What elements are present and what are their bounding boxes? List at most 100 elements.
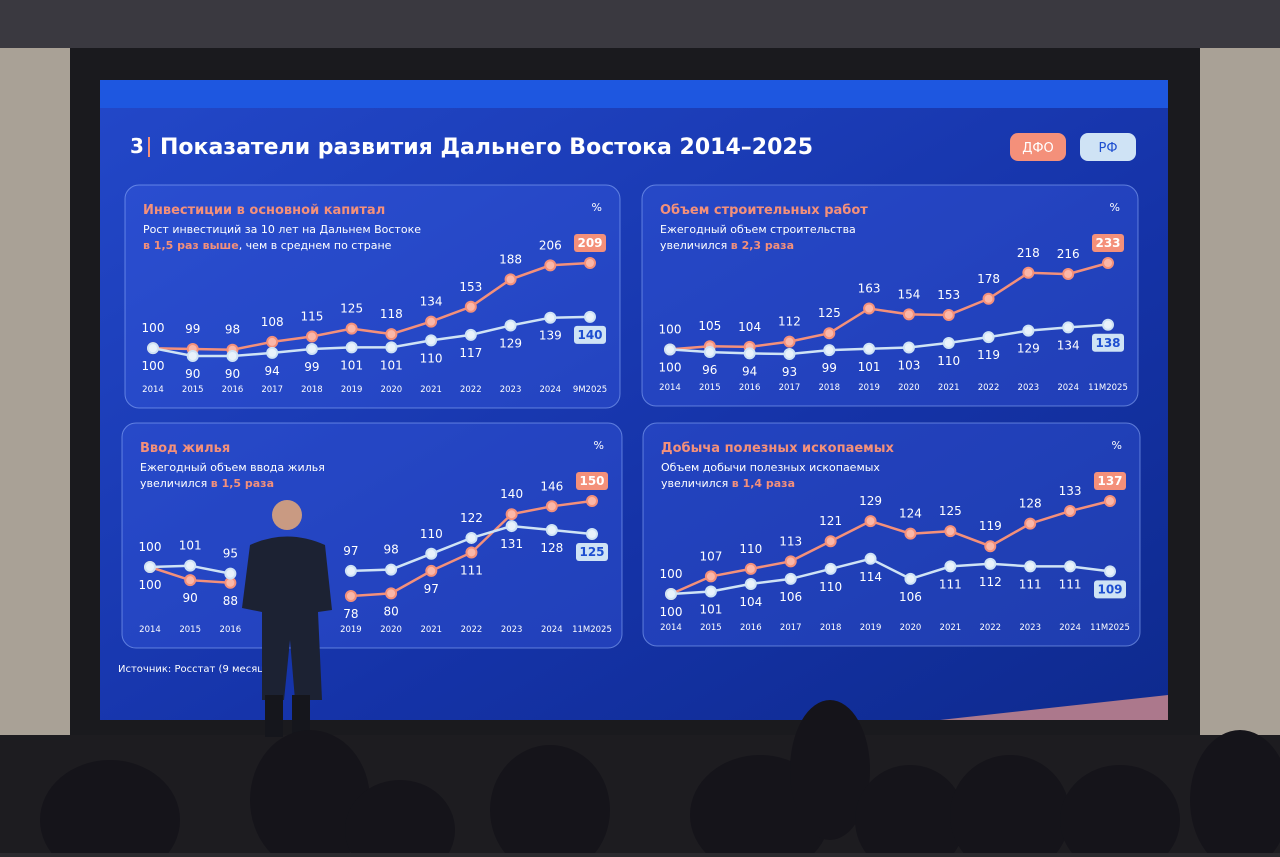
x-tick-label: 2020: [898, 383, 920, 393]
value-label: 98: [383, 543, 398, 557]
value-label: 100: [660, 567, 683, 581]
point: [984, 557, 997, 570]
value-label: 100: [139, 578, 162, 592]
value-label: 110: [420, 527, 443, 541]
value-label: 108: [261, 315, 284, 329]
value-label: 104: [739, 595, 762, 609]
value-label: 118: [380, 307, 403, 321]
x-tick-label: 2016: [740, 623, 762, 633]
value-label: 218: [1017, 246, 1040, 260]
value-label: 107: [699, 549, 722, 563]
subtitle-part: увеличился: [660, 239, 731, 252]
subtitle: увеличился в 2,3 раза: [660, 239, 794, 252]
point: [186, 350, 199, 362]
x-tick-label: 9M2025: [573, 385, 607, 395]
x-tick-label: 2015: [182, 385, 204, 395]
point: [1102, 257, 1114, 269]
x-tick-label: 2014: [139, 625, 161, 635]
point: [743, 347, 756, 360]
point: [863, 342, 876, 355]
panel-title: Добыча полезных ископаемых: [661, 441, 895, 456]
point: [783, 335, 796, 348]
point: [1064, 560, 1077, 573]
value-box: [1094, 580, 1126, 599]
point: [703, 346, 716, 359]
value-label: 122: [460, 511, 483, 525]
x-tick-label: 2016: [739, 383, 761, 393]
value-label: 129: [859, 494, 882, 508]
legend-label: ДФО: [1022, 141, 1054, 156]
x-tick-label: 2021: [420, 625, 442, 635]
subtitle: увеличился в 1,5 раза: [140, 477, 274, 490]
slide-number: 3: [130, 134, 144, 158]
unit: %: [594, 439, 604, 452]
point: [425, 334, 438, 347]
point: [942, 336, 955, 349]
point: [266, 346, 279, 359]
value-label: 90: [185, 367, 200, 381]
subtitle-part: в 2,3 раза: [731, 239, 794, 252]
point: [1022, 324, 1035, 337]
point: [586, 495, 598, 507]
point: [784, 572, 797, 585]
point: [224, 567, 237, 580]
value-label: 112: [778, 315, 801, 329]
x-tick-label: 2022: [460, 385, 482, 395]
value-label: 78: [343, 607, 358, 621]
value-label: 131: [500, 537, 523, 551]
value-label: 100: [139, 540, 162, 554]
value-label: 119: [979, 519, 1002, 533]
x-tick-label: 2018: [820, 623, 842, 633]
value-label: 105: [698, 319, 721, 333]
point: [345, 341, 358, 354]
point: [385, 328, 398, 341]
panel: [124, 184, 621, 409]
series-line: [669, 261, 1109, 351]
series-line: [670, 499, 1111, 596]
x-tick-label: 2022: [461, 625, 483, 635]
point: [425, 547, 438, 560]
value-label: 101: [380, 358, 403, 372]
subtitle: Рост инвестиций за 10 лет на Дальнем Вос…: [143, 223, 421, 236]
value-label: 94: [742, 364, 757, 378]
point: [1062, 321, 1075, 334]
x-tick-label: 11M2025: [1090, 623, 1130, 633]
x-tick-label: 2014: [660, 623, 682, 633]
point: [1022, 266, 1035, 279]
value-label: 146: [540, 479, 563, 493]
value-label: 150: [579, 474, 604, 488]
x-tick-label: 2015: [699, 383, 721, 393]
point: [904, 527, 917, 540]
value-box: [1092, 333, 1124, 352]
point: [464, 328, 477, 341]
value-label: 101: [699, 602, 722, 616]
subtitle-part: в 1,5 раз выше: [143, 239, 239, 252]
point: [744, 562, 757, 575]
value-label: 188: [499, 252, 522, 266]
value-label: 99: [185, 322, 200, 336]
point: [504, 319, 517, 332]
value-label: 95: [223, 547, 238, 561]
point: [1064, 505, 1077, 518]
value-label: 96: [702, 363, 717, 377]
point: [1024, 560, 1037, 573]
value-label: 139: [539, 329, 562, 343]
speaker: [242, 500, 332, 737]
value-label: 153: [937, 288, 960, 302]
subtitle-part: Ежегодный объем строительства: [660, 223, 856, 236]
subtitle-part: Ежегодный объем ввода жилья: [140, 461, 325, 474]
value-label: 106: [899, 590, 922, 604]
x-tick-label: 2015: [700, 623, 722, 633]
point: [784, 555, 797, 568]
point: [704, 570, 717, 583]
point: [902, 341, 915, 354]
value-label: 138: [1095, 336, 1120, 350]
x-tick-label: 2023: [500, 385, 522, 395]
point: [704, 585, 717, 598]
value-label: 134: [1057, 338, 1080, 352]
value-label: 125: [939, 504, 962, 518]
x-tick-label: 11M2025: [1088, 383, 1128, 393]
point: [505, 520, 518, 533]
source: Источник: Росстат (9 месяцев: [118, 664, 276, 675]
value-label: 128: [1019, 497, 1042, 511]
